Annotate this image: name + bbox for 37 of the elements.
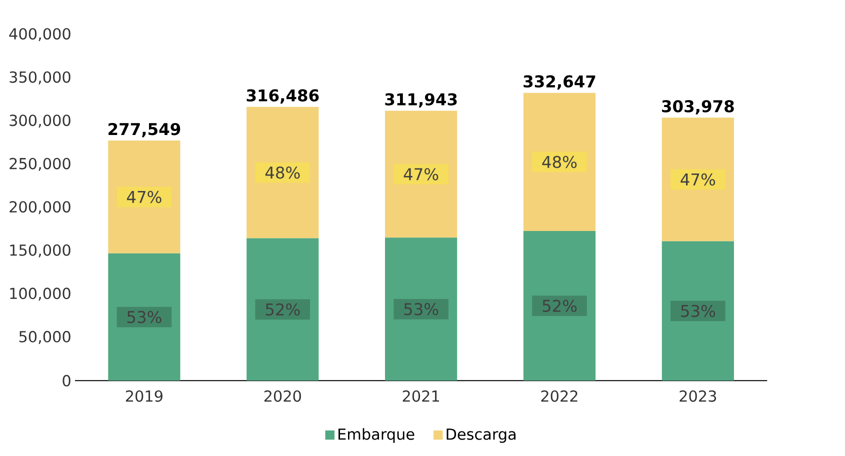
y-tick-label: 150,000 bbox=[10, 244, 70, 258]
annotation: 53% bbox=[681, 305, 716, 318]
y-tick-label: 400,000 bbox=[9, 28, 70, 42]
bar bbox=[246, 238, 319, 381]
annotation: 47% bbox=[404, 168, 438, 181]
annotation: 48% bbox=[265, 166, 300, 179]
annotation: 52% bbox=[542, 300, 577, 312]
x-tick-label: 2022 bbox=[541, 390, 578, 402]
y-tick-label: 50,000 bbox=[19, 331, 70, 344]
y-tick-label: 200,000 bbox=[10, 201, 70, 214]
annotation: 47% bbox=[126, 191, 162, 204]
bar bbox=[385, 238, 458, 381]
y-tick-label: 300,000 bbox=[10, 114, 70, 128]
annotation: 47% bbox=[680, 174, 716, 186]
x-tick-label: 2023 bbox=[680, 390, 716, 402]
x-tick-label: 2020 bbox=[264, 390, 301, 402]
annotation: 53% bbox=[127, 311, 162, 324]
y-tick-label: 0 bbox=[62, 375, 70, 387]
y-tick-label: 100,000 bbox=[10, 288, 70, 301]
total-label: 303,978 bbox=[662, 100, 734, 115]
bar bbox=[662, 241, 734, 381]
legend-label: Embarque bbox=[338, 428, 414, 443]
annotation: 48% bbox=[542, 156, 577, 168]
total-label: 332,647 bbox=[524, 75, 596, 90]
bar bbox=[108, 254, 180, 381]
y-tick-label: 350,000 bbox=[10, 72, 70, 85]
bar bbox=[523, 93, 596, 232]
total-label: 316,486 bbox=[246, 89, 319, 104]
legend-label: Descarga bbox=[446, 428, 516, 443]
x-tick-label: 2019 bbox=[126, 390, 162, 402]
total-label: 277,549 bbox=[108, 123, 180, 138]
total-label: 311,943 bbox=[385, 93, 457, 108]
bar bbox=[246, 107, 319, 238]
x-tick-label: 2021 bbox=[402, 390, 439, 402]
y-tick-label: 250,000 bbox=[10, 158, 70, 172]
annotation: 53% bbox=[404, 303, 438, 316]
annotation: 52% bbox=[266, 304, 300, 316]
